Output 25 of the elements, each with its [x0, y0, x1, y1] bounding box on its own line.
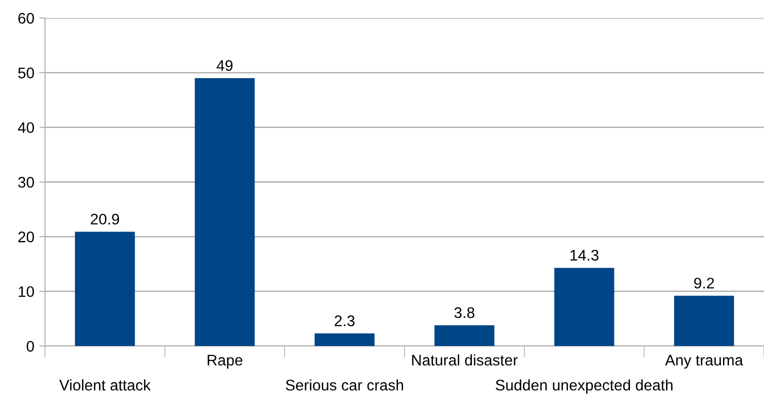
x-tick-label: Any trauma — [665, 354, 744, 369]
data-label: 20.9 — [90, 214, 120, 225]
x-tick-label: Violent attack — [59, 379, 151, 391]
bar — [74, 232, 135, 346]
x-tick-label: Serious car crash — [286, 379, 404, 391]
data-label: 3.8 — [454, 307, 474, 318]
y-tick-label: 0 — [26, 340, 34, 352]
bar — [434, 325, 494, 346]
data-label: 9.2 — [694, 278, 714, 289]
bar — [314, 333, 375, 346]
bar — [194, 78, 255, 346]
x-tick-label: Rape — [208, 354, 242, 369]
y-tick-label: 60 — [18, 12, 34, 24]
bar — [674, 296, 734, 346]
y-tick-label: 40 — [18, 122, 34, 134]
data-label: 49 — [216, 60, 233, 71]
bar — [554, 268, 614, 346]
data-label: 14.3 — [570, 250, 598, 261]
data-label: 2.3 — [334, 315, 355, 326]
x-tick-label: Natural disaster — [412, 354, 518, 366]
y-tick-label: 30 — [18, 176, 34, 188]
y-tick-label: 10 — [18, 286, 34, 298]
y-tick-label: 50 — [18, 68, 34, 78]
x-tick-label: Sudden unexpected death — [496, 379, 672, 394]
y-tick-label: 20 — [18, 232, 34, 242]
